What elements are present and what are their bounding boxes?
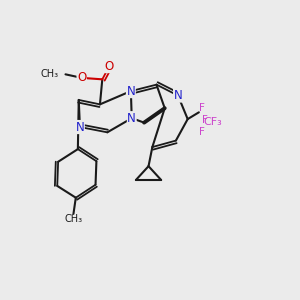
Text: N: N — [127, 85, 135, 98]
Text: CF₃: CF₃ — [203, 117, 222, 127]
Text: F: F — [202, 115, 208, 125]
Text: N: N — [76, 121, 84, 134]
Text: O: O — [77, 71, 86, 84]
Text: CH₃: CH₃ — [64, 214, 82, 224]
Text: F: F — [199, 127, 205, 137]
Text: F: F — [199, 103, 205, 113]
Text: CH₃: CH₃ — [41, 69, 59, 79]
Text: N: N — [128, 112, 136, 125]
Text: N: N — [174, 89, 182, 102]
Text: O: O — [105, 60, 114, 73]
